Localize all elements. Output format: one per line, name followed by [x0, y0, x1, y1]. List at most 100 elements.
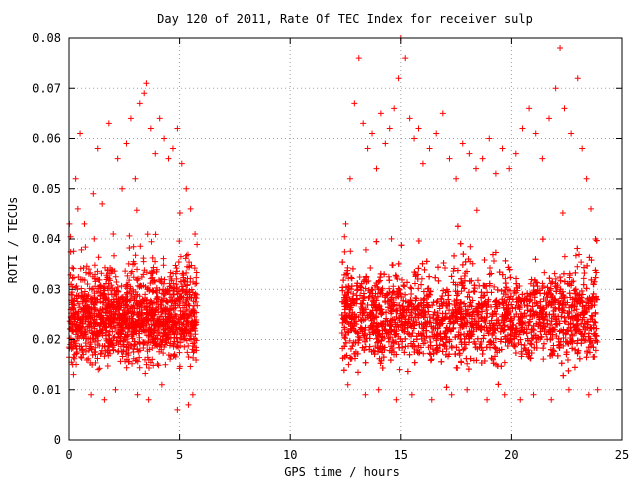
data-point	[164, 334, 171, 341]
data-point	[591, 278, 598, 285]
data-point	[176, 349, 183, 356]
data-point	[345, 361, 352, 368]
data-point	[459, 261, 466, 268]
data-point	[423, 258, 430, 265]
data-point	[386, 125, 393, 132]
data-point	[530, 335, 537, 342]
data-point	[406, 115, 413, 122]
data-point	[506, 165, 513, 172]
data-point	[420, 321, 427, 328]
data-point	[375, 386, 382, 393]
data-point	[92, 331, 99, 338]
data-point	[153, 266, 160, 273]
data-point	[460, 346, 467, 353]
data-point	[384, 290, 391, 297]
data-point	[490, 330, 497, 337]
data-point	[408, 285, 415, 292]
data-point	[487, 338, 494, 345]
data-point	[143, 80, 150, 87]
data-point	[107, 340, 114, 347]
data-point	[503, 306, 510, 313]
data-point	[356, 334, 363, 341]
grid-lines	[69, 38, 622, 440]
data-point	[398, 242, 405, 249]
data-point	[526, 298, 533, 305]
data-point	[566, 310, 573, 317]
data-point	[429, 302, 436, 309]
data-point	[101, 264, 108, 271]
data-point	[404, 279, 411, 286]
data-point	[459, 280, 466, 287]
data-point	[411, 135, 418, 142]
data-point	[573, 296, 580, 303]
data-point	[517, 336, 524, 343]
data-point	[347, 345, 354, 352]
data-point	[558, 360, 565, 367]
data-point	[578, 259, 585, 266]
data-point	[500, 300, 507, 307]
data-point	[69, 320, 76, 327]
data-point	[527, 355, 534, 362]
data-point	[492, 327, 499, 334]
data-point	[125, 324, 132, 331]
data-point	[435, 277, 442, 284]
data-point	[564, 357, 571, 364]
data-point	[382, 327, 389, 334]
data-point	[193, 357, 200, 364]
data-point	[75, 326, 82, 333]
data-point	[433, 335, 440, 342]
data-point	[74, 286, 81, 293]
data-point	[549, 325, 556, 332]
data-point	[369, 130, 376, 137]
data-point	[192, 298, 199, 305]
data-point	[408, 291, 415, 298]
data-point	[569, 302, 576, 309]
data-point	[580, 275, 587, 282]
data-point	[556, 320, 563, 327]
data-point	[378, 287, 385, 294]
data-point	[71, 355, 78, 362]
data-point	[458, 288, 465, 295]
data-point	[583, 299, 590, 306]
data-point	[408, 309, 415, 316]
data-point	[480, 282, 487, 289]
data-point	[485, 296, 492, 303]
data-point	[92, 359, 99, 366]
data-point	[377, 360, 384, 367]
data-point	[512, 349, 519, 356]
data-point	[95, 366, 102, 373]
data-point	[451, 319, 458, 326]
data-point	[347, 248, 354, 255]
data-point	[512, 304, 519, 311]
data-point	[83, 357, 90, 364]
data-point	[445, 288, 452, 295]
data-point	[427, 288, 434, 295]
data-point	[568, 338, 575, 345]
data-point	[141, 90, 148, 97]
data-point	[419, 307, 426, 314]
data-point	[411, 349, 418, 356]
data-point	[587, 316, 594, 323]
data-point	[530, 391, 537, 398]
data-point	[86, 343, 93, 350]
data-point	[143, 269, 150, 276]
data-point	[354, 286, 361, 293]
y-tick-label: 0.08	[32, 31, 61, 45]
data-point	[467, 299, 474, 306]
data-point	[185, 353, 192, 360]
data-point	[103, 295, 110, 302]
data-point	[79, 346, 86, 353]
data-point	[359, 312, 366, 319]
data-point	[88, 299, 95, 306]
data-point	[559, 210, 566, 217]
data-point	[547, 352, 554, 359]
data-point	[136, 100, 143, 107]
data-point	[539, 155, 546, 162]
data-point	[111, 311, 118, 318]
data-point	[368, 317, 375, 324]
data-point	[76, 325, 83, 332]
data-point	[358, 280, 365, 287]
data-point	[388, 308, 395, 315]
data-point	[192, 322, 199, 329]
data-point	[91, 235, 98, 242]
